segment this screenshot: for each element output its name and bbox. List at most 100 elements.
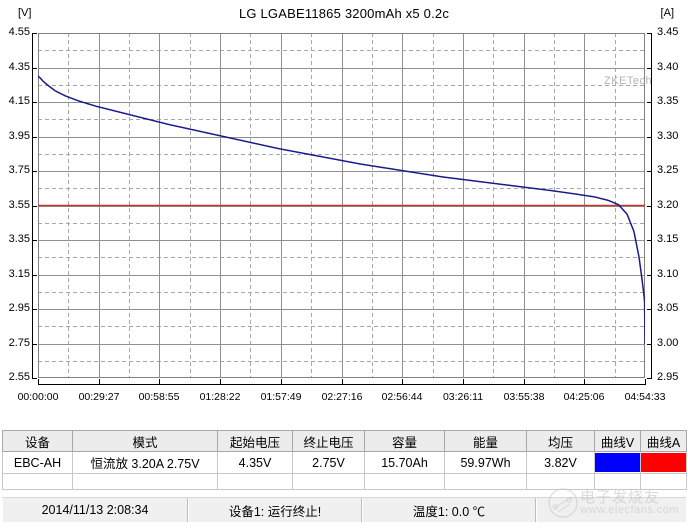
right-axis-tick	[647, 240, 652, 241]
right-axis-tick	[647, 275, 652, 276]
right-axis-tick-label: 3.10	[657, 268, 679, 280]
x-axis-tick	[159, 379, 160, 384]
cell-curve-v-color[interactable]	[594, 451, 641, 474]
column-header-capacity: 容量	[364, 430, 445, 452]
left-axis-tick	[32, 240, 37, 241]
left-axis-tick-label: 3.55	[8, 199, 30, 211]
left-axis-tick	[32, 33, 37, 34]
right-axis-tick	[647, 102, 652, 103]
x-axis-tick	[342, 379, 343, 384]
right-axis-unit-label: [A]	[660, 7, 674, 19]
x-axis-tick-label: 01:57:49	[260, 391, 302, 403]
left-axis-tick-label: 2.95	[8, 302, 30, 314]
right-axis-tick-label: 3.45	[657, 26, 679, 38]
empty-cell	[444, 473, 527, 490]
voltage-series-line	[38, 75, 645, 345]
x-axis-tick	[463, 379, 464, 384]
left-axis-unit-label: [V]	[18, 7, 32, 19]
right-axis-tick	[647, 33, 652, 34]
left-axis-tick	[32, 102, 37, 103]
left-axis-tick-label: 3.35	[8, 233, 30, 245]
right-axis-tick-label: 3.20	[657, 199, 679, 211]
left-axis-tick-label: 2.55	[8, 371, 30, 383]
x-axis-tick-label: 04:25:06	[563, 391, 605, 403]
x-axis-tick-label: 02:56:44	[381, 391, 423, 403]
x-axis-tick-label: 00:58:55	[138, 391, 180, 403]
empty-cell	[292, 473, 365, 490]
cell-curve-a-color[interactable]	[640, 451, 687, 474]
x-axis-tick-label: 00:00:00	[17, 391, 59, 403]
cell-energy: 59.97Wh	[444, 451, 527, 474]
right-axis-tick	[647, 171, 652, 172]
right-axis-tick-label: 3.35	[657, 95, 679, 107]
empty-cell	[594, 473, 641, 490]
column-header-avg-voltage: 均压	[526, 430, 595, 452]
empty-cell	[72, 473, 218, 490]
column-header-curve-a: 曲线A	[640, 430, 687, 452]
curve-v-color-swatch[interactable]	[595, 453, 640, 472]
x-axis-tick-label: 03:26:11	[442, 391, 484, 403]
empty-cell	[2, 473, 73, 490]
right-axis-tick-label: 3.15	[657, 233, 679, 245]
left-axis-tick-label: 4.15	[8, 95, 30, 107]
left-axis-tick	[32, 171, 37, 172]
right-axis-tick	[647, 309, 652, 310]
table-header-row: 设备 模式 起始电压 终止电压 容量 能量 均压 曲线V 曲线A	[2, 430, 687, 452]
x-axis-tick-label: 01:28:22	[199, 391, 241, 403]
x-axis-tick	[220, 379, 221, 384]
left-axis-tick	[32, 68, 37, 69]
column-header-energy: 能量	[444, 430, 527, 452]
column-header-start-voltage: 起始电压	[217, 430, 293, 452]
column-header-curve-v: 曲线V	[594, 430, 641, 452]
plot-area: ZKETech	[38, 33, 652, 378]
right-axis-tick-label: 3.40	[657, 61, 679, 73]
status-temperature: 温度1: 0.0 ℃	[362, 498, 536, 522]
cell-end-voltage: 2.75V	[292, 451, 365, 474]
cell-mode: 恒流放 3.20A 2.75V	[72, 451, 218, 474]
table-row[interactable]: EBC-AH 恒流放 3.20A 2.75V 4.35V 2.75V 15.70…	[2, 451, 687, 474]
right-axis-tick-label: 2.95	[657, 371, 679, 383]
status-bar: 2014/11/13 2:08:34 设备1: 运行终止! 温度1: 0.0 ℃	[2, 497, 686, 522]
x-axis-tick-label: 00:29:27	[78, 391, 120, 403]
x-axis-tick	[38, 379, 39, 384]
x-axis-tick-label: 02:27:16	[321, 391, 363, 403]
empty-cell	[640, 473, 687, 490]
table-empty-row[interactable]	[2, 473, 687, 490]
right-axis-tick-label: 3.05	[657, 302, 679, 314]
x-axis-tick	[281, 379, 282, 384]
curve-a-color-swatch[interactable]	[641, 453, 686, 472]
column-header-device: 设备	[2, 430, 73, 452]
x-axis-tick	[402, 379, 403, 384]
right-axis-tick	[647, 68, 652, 69]
x-axis-tick-label: 04:54:33	[624, 391, 666, 403]
zketech-watermark: ZKETech	[604, 75, 653, 87]
grid-minor-lines	[38, 33, 645, 378]
column-header-end-voltage: 终止电压	[292, 430, 365, 452]
left-axis-tick-label: 4.35	[8, 61, 30, 73]
right-axis-tick-label: 3.30	[657, 130, 679, 142]
left-axis-tick	[32, 206, 37, 207]
x-axis-tick-label: 03:55:38	[503, 391, 545, 403]
cell-device: EBC-AH	[2, 451, 73, 474]
plot-svg	[38, 33, 645, 378]
left-axis-tick	[32, 309, 37, 310]
measurement-table: 设备 模式 起始电压 终止电压 容量 能量 均压 曲线V 曲线A EBC-AH …	[2, 430, 687, 490]
x-axis-tick	[645, 379, 646, 384]
left-axis-tick-label: 3.95	[8, 130, 30, 142]
empty-cell	[364, 473, 445, 490]
right-axis-tick-label: 3.25	[657, 164, 679, 176]
cell-avg-voltage: 3.82V	[526, 451, 595, 474]
left-axis-tick	[32, 378, 37, 379]
left-axis-tick-label: 2.75	[8, 337, 30, 349]
left-axis-tick-label: 4.55	[8, 26, 30, 38]
left-axis-tick	[32, 344, 37, 345]
right-axis-tick	[647, 344, 652, 345]
x-axis-tick	[99, 379, 100, 384]
right-axis-tick	[647, 206, 652, 207]
empty-cell	[217, 473, 293, 490]
left-axis-tick-label: 3.15	[8, 268, 30, 280]
chart-title: LG LGABE11865 3200mAh x5 0.2c	[238, 6, 450, 21]
left-axis-tick	[32, 275, 37, 276]
x-axis-tick	[584, 379, 585, 384]
x-axis-tick	[524, 379, 525, 384]
